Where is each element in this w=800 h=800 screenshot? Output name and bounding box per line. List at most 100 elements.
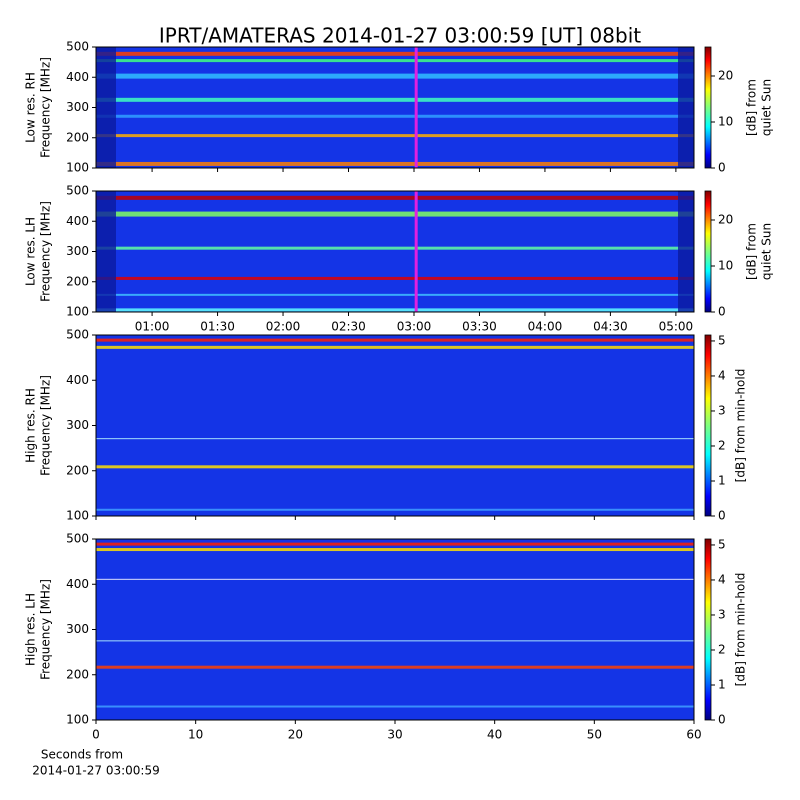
- spectrogram-band: [96, 508, 694, 511]
- blank-region: [678, 191, 694, 312]
- y-axis-label: High res. LH: [24, 593, 38, 666]
- x-tick-label: 04:00: [528, 320, 563, 334]
- spectrogram-band: [96, 338, 694, 342]
- colorbar-label: [dB] from: [745, 79, 759, 136]
- y-tick-label: 200: [66, 463, 89, 477]
- colorbar-tick-label: 2: [718, 642, 726, 656]
- y-tick-label: 100: [66, 713, 89, 727]
- colorbar-tick-label: 1: [718, 473, 726, 487]
- colorbar-tick-label: 20: [718, 68, 733, 82]
- colorbar-label: [dB] from: [745, 223, 759, 280]
- spectrogram-band: [96, 134, 694, 138]
- spectrogram-band: [96, 73, 694, 79]
- chart-title: IPRT/AMATERAS 2014-01-27 03:00:59 [UT] 0…: [159, 24, 641, 48]
- y-tick-label: 500: [66, 328, 89, 342]
- spectrogram-band: [96, 548, 694, 552]
- colorbar-tick-label: 0: [718, 305, 726, 319]
- spectrogram-band: [96, 97, 694, 102]
- x-tick-label: 02:30: [331, 320, 366, 334]
- colorbar-tick-label: 3: [718, 403, 726, 417]
- x-tick-label: 0: [92, 728, 100, 742]
- colorbar-label: quiet Sun: [760, 79, 774, 136]
- colorbar-tick-label: 0: [718, 509, 726, 523]
- colorbar-tick-label: 0: [718, 713, 726, 727]
- y-tick-label: 200: [66, 667, 89, 681]
- x-tick-label: 01:00: [135, 320, 170, 334]
- y-tick-label: 300: [66, 244, 89, 258]
- x-tick-label: 04:30: [593, 320, 628, 334]
- spectrogram-band: [96, 195, 694, 200]
- spectrogram-band: [96, 246, 694, 250]
- spectrogram-band: [96, 465, 694, 469]
- spectrogram-band: [96, 308, 694, 312]
- y-tick-label: 100: [66, 305, 89, 319]
- y-tick-label: 400: [66, 577, 89, 591]
- x-axis-label: 2014-01-27 03:00:59: [32, 764, 159, 778]
- x-tick-label: 40: [487, 728, 502, 742]
- colorbar-tick-label: 3: [718, 607, 726, 621]
- blank-region: [96, 47, 116, 168]
- spectrogram-band: [96, 161, 694, 166]
- spectrogram-band: [96, 51, 694, 56]
- y-tick-label: 100: [66, 509, 89, 523]
- x-tick-label: 10: [188, 728, 203, 742]
- spectrogram: [96, 47, 694, 168]
- spectrogram-band: [96, 59, 694, 63]
- colorbar-tick-label: 2: [718, 438, 726, 452]
- x-tick-label: 03:30: [462, 320, 497, 334]
- y-tick-label: 500: [66, 40, 89, 54]
- y-tick-label: 300: [66, 100, 89, 114]
- x-tick-label: 20: [288, 728, 303, 742]
- spectrogram-band: [96, 578, 694, 580]
- spectrogram-band: [96, 293, 694, 296]
- y-axis-label: High res. RH: [24, 388, 38, 463]
- y-axis-label: Frequency [MHz]: [39, 375, 53, 476]
- spectrogram-band: [96, 345, 694, 349]
- colorbar: [704, 46, 712, 169]
- y-axis-label: Frequency [MHz]: [39, 201, 53, 302]
- spectrogram-band: [96, 705, 694, 708]
- spectrogram-band: [96, 114, 694, 118]
- colorbar-label: quiet Sun: [760, 223, 774, 280]
- y-tick-label: 300: [66, 418, 89, 432]
- y-tick-label: 400: [66, 214, 89, 228]
- colorbar-tick-label: 5: [718, 537, 726, 551]
- colorbar-tick-label: 20: [718, 212, 733, 226]
- y-axis-label: Low res. LH: [24, 217, 38, 286]
- colorbar-tick-label: 0: [718, 161, 726, 175]
- y-tick-label: 200: [66, 274, 89, 288]
- y-axis-label: Frequency [MHz]: [39, 579, 53, 680]
- x-tick-label: 60: [686, 728, 701, 742]
- y-tick-label: 400: [66, 70, 89, 84]
- blank-region: [96, 191, 116, 312]
- y-tick-label: 300: [66, 622, 89, 636]
- blank-region: [678, 47, 694, 168]
- spectrogram-band: [96, 438, 694, 440]
- spectrogram: [96, 335, 694, 516]
- colorbar: [704, 538, 712, 721]
- x-tick-label: 50: [587, 728, 602, 742]
- spectrogram: [96, 191, 694, 312]
- spectrogram-band: [96, 276, 694, 280]
- colorbar-label: [dB] from min-hold: [734, 369, 748, 483]
- colorbar: [704, 334, 712, 517]
- y-tick-label: 500: [66, 532, 89, 546]
- y-tick-label: 400: [66, 373, 89, 387]
- colorbar-tick-label: 4: [718, 572, 726, 586]
- colorbar-tick-label: 4: [718, 368, 726, 382]
- y-tick-label: 100: [66, 161, 89, 175]
- spectrogram-band: [96, 211, 694, 217]
- colorbar: [704, 190, 712, 313]
- spectrogram: [96, 539, 694, 720]
- colorbar-tick-label: 10: [718, 114, 733, 128]
- colorbar-tick-label: 10: [718, 258, 733, 272]
- y-tick-label: 200: [66, 130, 89, 144]
- colorbar-label: [dB] from min-hold: [734, 573, 748, 687]
- y-axis-label: Low res. RH: [24, 72, 38, 143]
- y-tick-label: 500: [66, 184, 89, 198]
- x-tick-label: 30: [387, 728, 402, 742]
- x-tick-label: 01:30: [200, 320, 235, 334]
- colorbar-tick-label: 1: [718, 677, 726, 691]
